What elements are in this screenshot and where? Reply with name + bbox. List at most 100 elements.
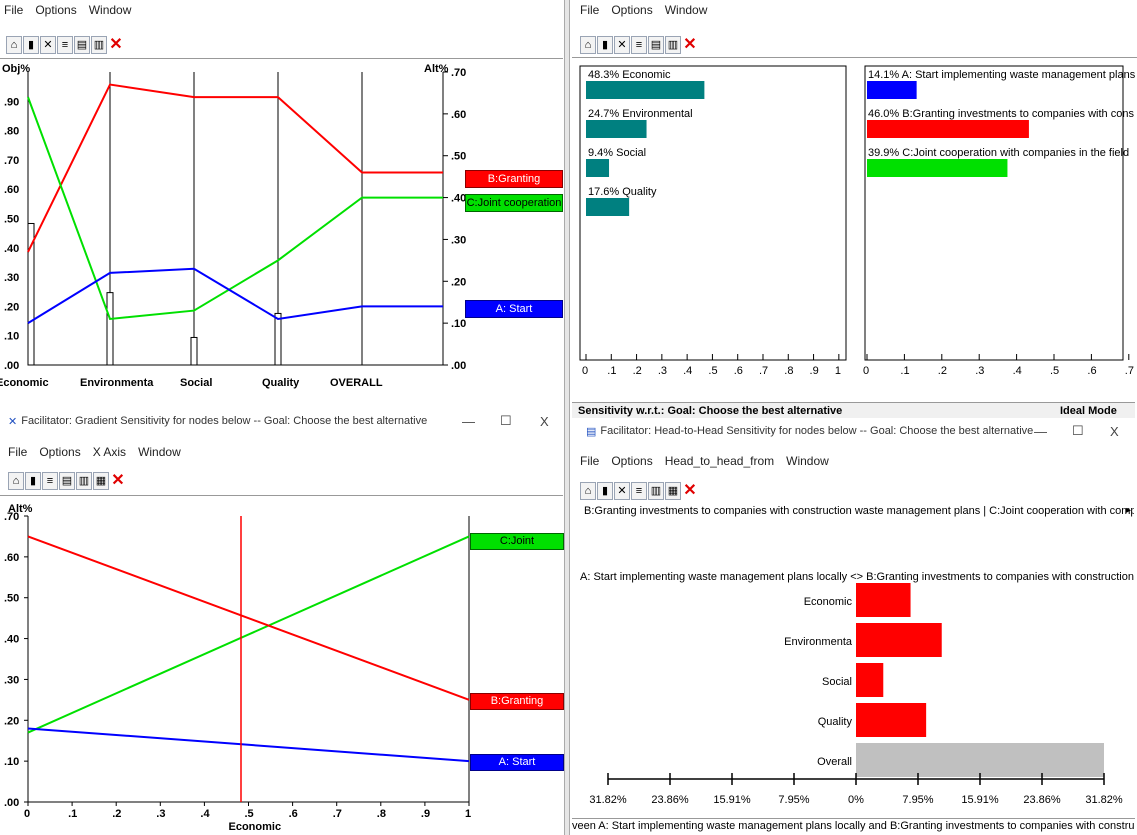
performance-chart: Obj% Alt% .00 .10 .20 .30 .40 .50 .60 .70 .80 .90 .0… <box>0 63 466 389</box>
two-d-icon[interactable]: ▥ <box>91 36 107 54</box>
gradient-titlebar: ✕ Facilitator: Gradient Sensitivity for … <box>0 408 563 434</box>
performance-icon[interactable]: ▮ <box>23 36 39 54</box>
close-icon[interactable]: ✕ <box>683 482 697 499</box>
x-tick-label: .8 <box>377 808 386 820</box>
menu-head-to-head-from[interactable]: Head_to_head_from <box>664 454 775 468</box>
perf-menubar: File Options Window <box>4 0 564 20</box>
h2h-toolbar: ⌂ ▮ ✕ ≡ ▥ ▦ ✕ <box>580 479 698 503</box>
alternative-label: 46.0% B:Granting investments to companie… <box>868 108 1134 120</box>
two-d-icon[interactable]: ▥ <box>76 472 92 490</box>
close-icon[interactable]: ✕ <box>683 36 697 53</box>
performance-icon[interactable]: ▮ <box>597 36 613 54</box>
alternative-label: 14.1% A: Start implementing waste manage… <box>868 69 1136 81</box>
dynamic-icon[interactable]: ≡ <box>631 36 647 54</box>
minimize-button[interactable]: — <box>1034 423 1047 439</box>
home-icon[interactable]: ⌂ <box>8 472 24 490</box>
right-tick-label: .00 <box>451 360 466 372</box>
legend-c-joint-cooperation[interactable]: C:Joint cooperation <box>465 194 563 212</box>
legend-a-start[interactable]: A: Start <box>470 754 564 771</box>
menu-file[interactable]: File <box>580 3 600 17</box>
home-icon[interactable]: ⌂ <box>6 36 22 54</box>
close-button[interactable]: X <box>1110 423 1119 439</box>
menu-x-axis[interactable]: X Axis <box>92 445 127 459</box>
head-to-head-icon[interactable]: ▤ <box>59 472 75 490</box>
menu-window[interactable]: Window <box>786 454 829 468</box>
comparison-bar <box>856 583 911 617</box>
h2h-subtitle: A: Start implementing waste management p… <box>580 571 1135 583</box>
gradient-icon[interactable]: ✕ <box>614 36 630 54</box>
stack-icon[interactable]: ▦ <box>93 472 109 490</box>
gradient-menubar: File Options X Axis Window <box>8 442 558 462</box>
home-icon[interactable]: ⌂ <box>580 482 596 500</box>
menu-file[interactable]: File <box>8 445 28 459</box>
menu-window[interactable]: Window <box>664 3 708 17</box>
close-button[interactable]: X <box>540 413 549 429</box>
comparison-bar <box>856 663 884 697</box>
h2h-pair-scroll-arrow[interactable]: ▸ <box>1126 505 1132 516</box>
comparison-bar <box>856 703 927 737</box>
menu-options[interactable]: Options <box>611 3 653 17</box>
menu-options[interactable]: Options <box>39 445 81 459</box>
menu-file[interactable]: File <box>580 454 600 468</box>
close-icon[interactable]: ✕ <box>111 472 125 489</box>
right-x-tick-label: 0 <box>863 365 869 377</box>
category-label: Environmenta <box>784 636 853 648</box>
y-axis-title: Alt% <box>8 503 33 515</box>
x-tick-label: .7 <box>333 808 342 820</box>
dyn-toolbar-divider <box>572 57 1137 58</box>
right-x-tick-label: .6 <box>1087 365 1096 377</box>
y-tick-label: .40 <box>4 634 19 646</box>
close-icon[interactable]: ✕ <box>109 36 123 53</box>
left-x-tick-label: .3 <box>658 365 667 377</box>
left-tick-label: .00 <box>4 360 19 372</box>
alternative-bar <box>867 159 1008 177</box>
menu-file[interactable]: File <box>4 3 24 17</box>
minimize-button[interactable]: — <box>462 413 475 429</box>
legend-b-granting[interactable]: B:Granting <box>465 170 563 188</box>
two-d-icon[interactable]: ▥ <box>648 482 664 500</box>
left-axis-title: Obj% <box>2 63 30 75</box>
status-sensitivity: Sensitivity w.r.t.: Goal: Choose the bes… <box>578 404 843 417</box>
column-label: Quality <box>262 377 300 389</box>
menu-window[interactable]: Window <box>138 445 181 459</box>
performance-icon[interactable]: ▮ <box>25 472 41 490</box>
menu-window[interactable]: Window <box>88 3 132 17</box>
column-label: Environmenta <box>80 377 154 389</box>
objective-weight-bar <box>274 312 282 366</box>
home-icon[interactable]: ⌂ <box>580 36 596 54</box>
h2h-pair-header[interactable]: B:Granting investments to companies with… <box>584 505 1134 517</box>
dynamic-icon[interactable]: ≡ <box>42 472 58 490</box>
right-tick-label: .30 <box>451 234 466 246</box>
legend-c-joint[interactable]: C:Joint <box>470 533 564 550</box>
objective-label: 9.4% Social <box>588 147 646 159</box>
x-axis-label: Economic <box>229 821 282 833</box>
category-label: Social <box>822 676 852 688</box>
y-tick-label: .20 <box>4 715 19 727</box>
x-tick-label: .4 <box>200 808 210 820</box>
x-tick-label: 0 <box>24 808 30 820</box>
dynamic-icon[interactable]: ≡ <box>631 482 647 500</box>
status-ideal-mode[interactable]: Ideal Mode <box>1060 404 1117 417</box>
head-to-head-icon[interactable]: ▤ <box>74 36 90 54</box>
left-x-tick-label: .8 <box>784 365 793 377</box>
legend-a-start[interactable]: A: Start <box>465 300 563 318</box>
vertical-splitter[interactable] <box>564 0 570 835</box>
gradient-icon[interactable]: ✕ <box>614 482 630 500</box>
right-tick-label: .70 <box>451 67 466 79</box>
legend-b-granting[interactable]: B:Granting <box>470 693 564 710</box>
two-d-icon[interactable]: ▥ <box>665 36 681 54</box>
maximize-button[interactable]: ☐ <box>500 413 512 428</box>
objective-weight-bar <box>27 222 35 366</box>
performance-icon[interactable]: ▮ <box>597 482 613 500</box>
x-tick-label: .3 <box>156 808 165 820</box>
gradient-icon[interactable]: ✕ <box>40 36 56 54</box>
head-to-head-icon[interactable]: ▤ <box>648 36 664 54</box>
menu-options[interactable]: Options <box>35 3 77 17</box>
series-line <box>27 727 470 763</box>
dynamic-icon[interactable]: ≡ <box>57 36 73 54</box>
maximize-button[interactable]: ☐ <box>1072 423 1084 438</box>
stack-icon[interactable]: ▦ <box>665 482 681 500</box>
series-line <box>27 535 470 734</box>
right-tick-label: .20 <box>451 276 466 288</box>
menu-options[interactable]: Options <box>611 454 653 468</box>
